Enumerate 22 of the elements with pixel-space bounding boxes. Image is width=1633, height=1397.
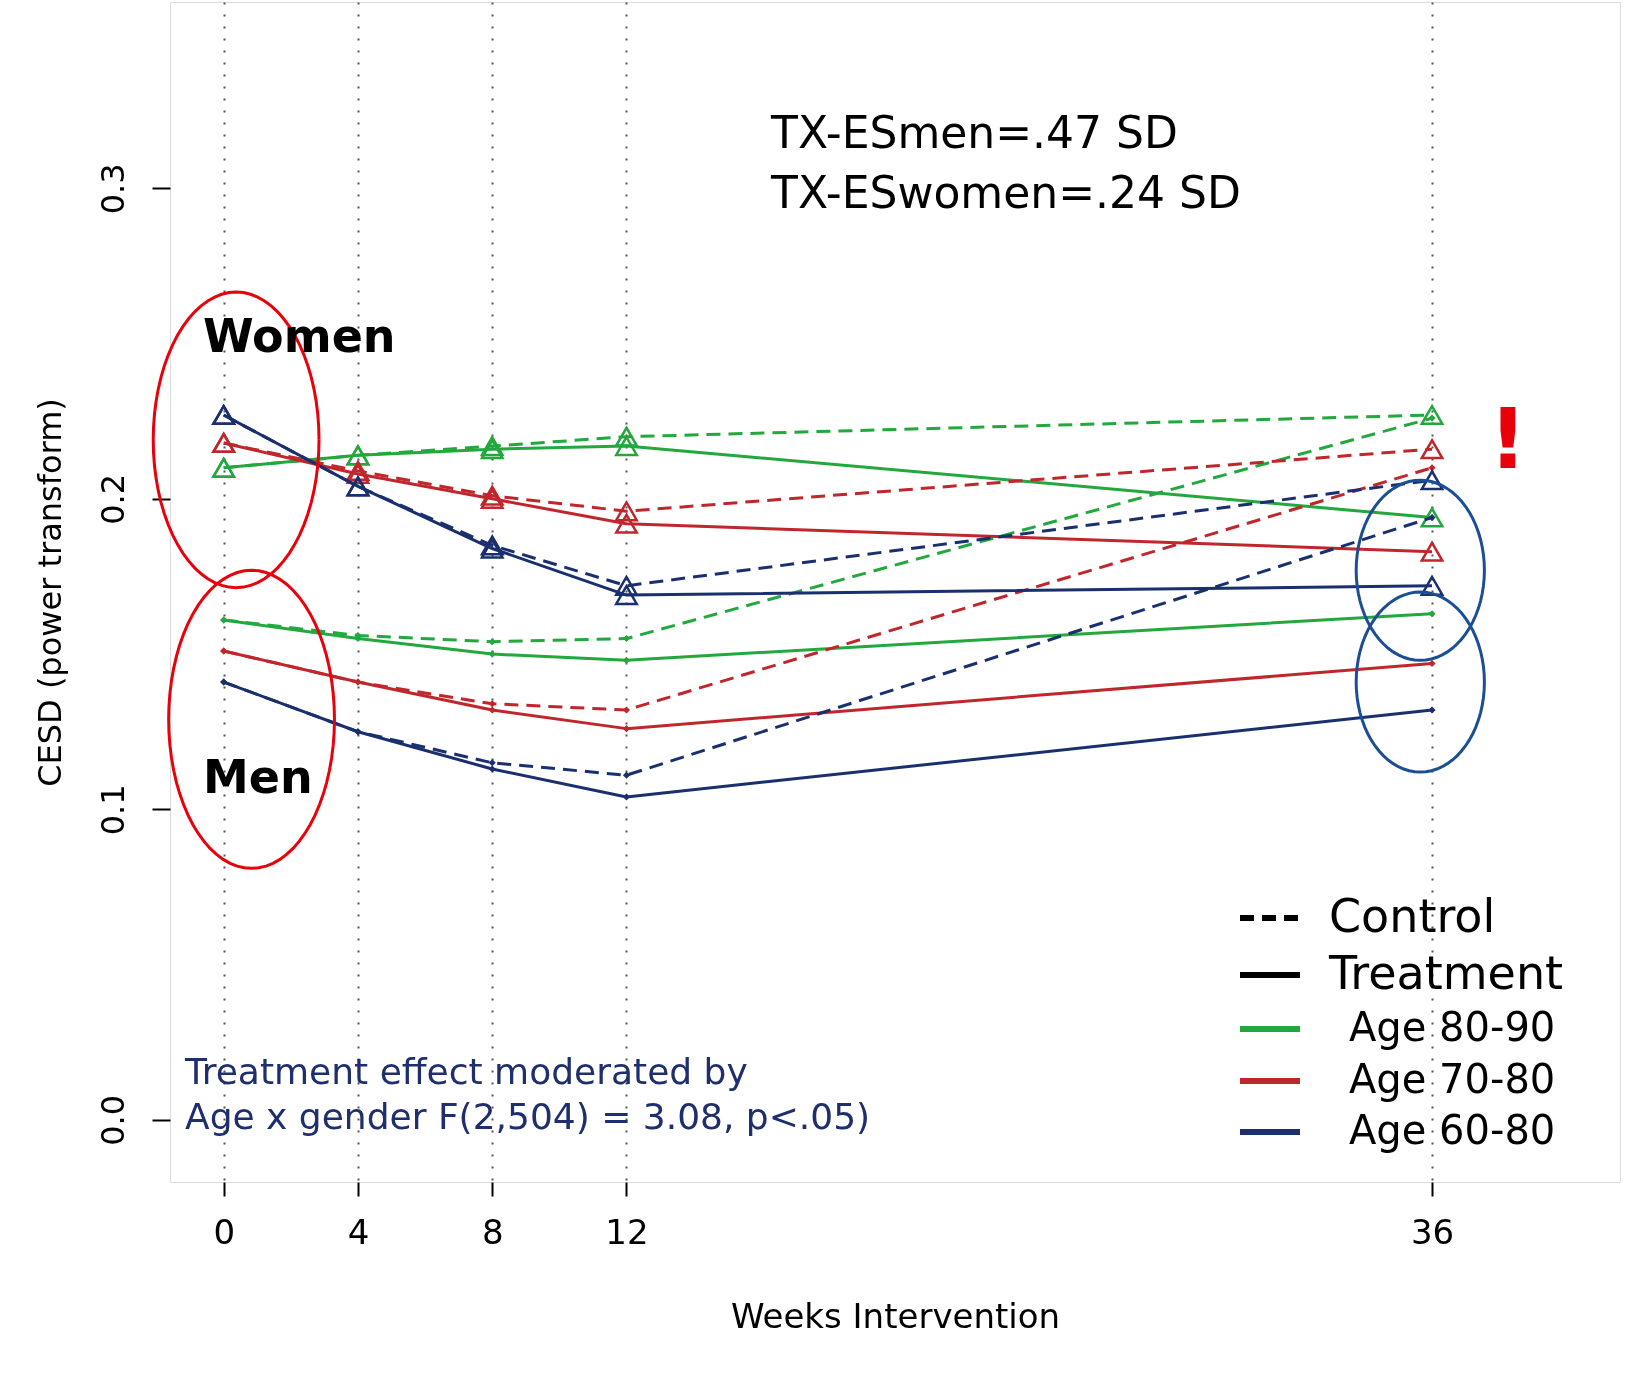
x-tick-label: 36 [1410, 1211, 1455, 1252]
y-tick-label: 0.1 [93, 784, 132, 836]
legend-label: Age 70-80 [1349, 1056, 1556, 1102]
annotation: Control [1329, 889, 1496, 943]
annotation: Men [203, 750, 313, 804]
annotation: Age x gender F(2,504) = 3.08, p<.05) [185, 1096, 871, 1137]
x-axis-title: Weeks Intervention [730, 1295, 1061, 1336]
annotation: Treatment effect moderated by [184, 1051, 748, 1092]
y-axis-title: CESD (power transform) [30, 398, 69, 787]
x-tick-label: 12 [605, 1211, 649, 1252]
annotation: TX-ESmen=.47 SD [770, 107, 1178, 158]
annotation: TX-ESwomen=.24 SD [770, 167, 1241, 218]
legend-label: Age 60-80 [1349, 1107, 1556, 1153]
x-tick-label: 4 [347, 1211, 370, 1252]
y-tick-label: 0.0 [93, 1094, 132, 1146]
annotation: Treatment [1328, 946, 1564, 1000]
x-tick-label: 0 [213, 1211, 236, 1252]
legend-label: Age 80-90 [1349, 1004, 1556, 1050]
x-tick-label: 8 [481, 1211, 504, 1252]
y-tick-label: 0.3 [93, 163, 132, 215]
annotation: ! [1488, 390, 1528, 488]
y-tick-label: 0.2 [93, 473, 132, 525]
